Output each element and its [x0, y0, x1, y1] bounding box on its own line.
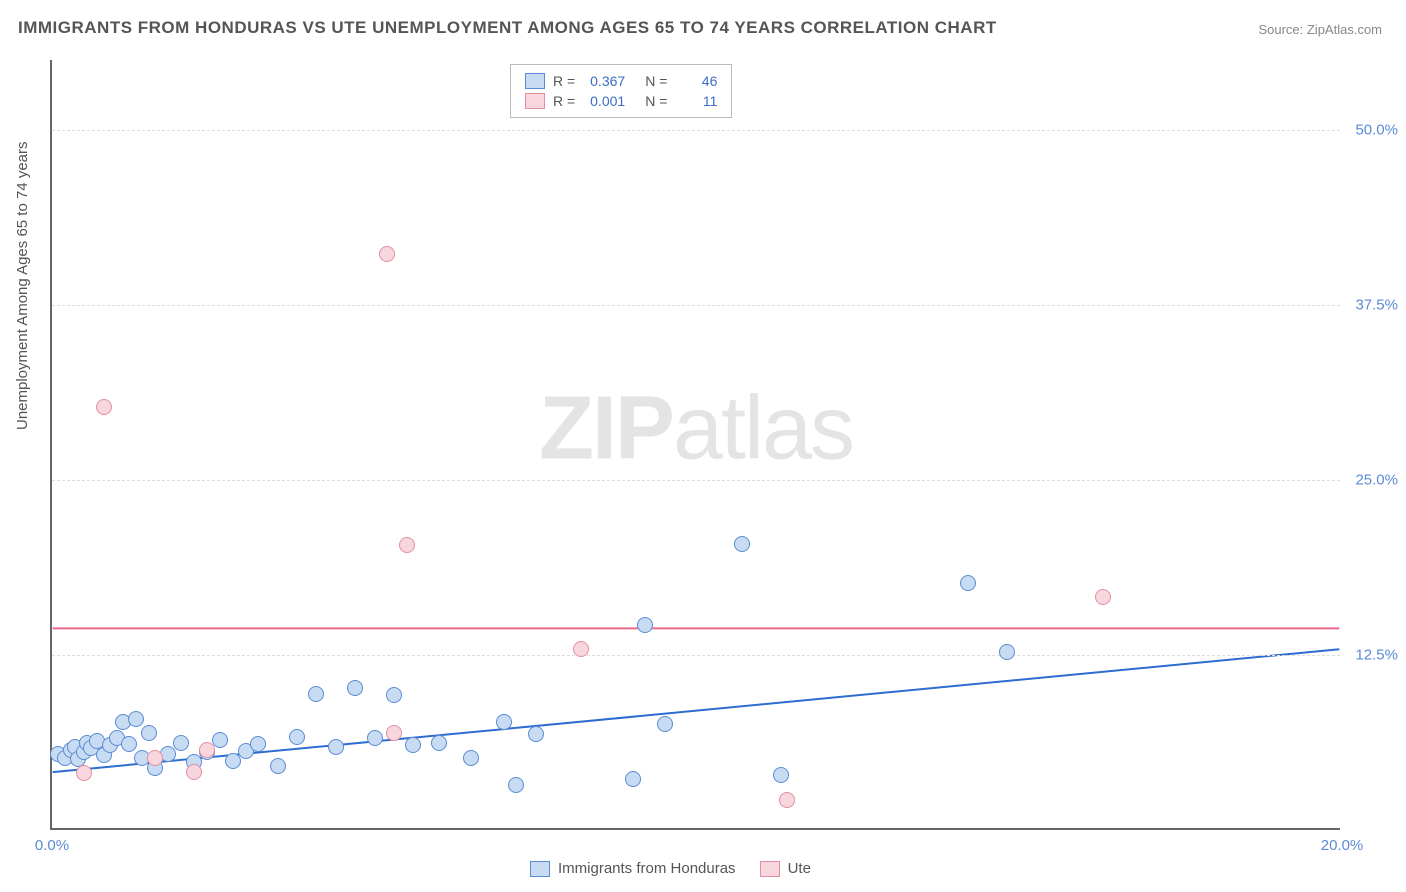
data-point	[528, 726, 544, 742]
data-point	[128, 711, 144, 727]
data-point	[121, 736, 137, 752]
legend-swatch	[525, 93, 545, 109]
data-point	[386, 725, 402, 741]
data-point	[734, 536, 750, 552]
n-label: N =	[645, 73, 667, 89]
legend-label: Ute	[788, 860, 811, 877]
data-point	[347, 680, 363, 696]
data-point	[508, 777, 524, 793]
data-point	[463, 750, 479, 766]
legend-swatch	[760, 861, 780, 877]
data-point	[199, 742, 215, 758]
data-point	[76, 765, 92, 781]
data-point	[999, 644, 1015, 660]
data-point	[186, 764, 202, 780]
legend-item: Ute	[760, 860, 811, 877]
data-point	[657, 716, 673, 732]
y-axis-label: Unemployment Among Ages 65 to 74 years	[14, 141, 31, 430]
data-point	[173, 735, 189, 751]
legend-row: R = 0.367 N = 46	[525, 71, 717, 91]
data-point	[399, 537, 415, 553]
data-point	[379, 246, 395, 262]
data-point	[405, 737, 421, 753]
y-tick-label: 37.5%	[1355, 297, 1398, 314]
data-point	[960, 575, 976, 591]
data-point	[773, 767, 789, 783]
legend-label: Immigrants from Honduras	[558, 860, 736, 877]
data-point	[147, 750, 163, 766]
data-point	[250, 736, 266, 752]
data-point	[1095, 589, 1111, 605]
data-point	[328, 739, 344, 755]
data-point	[496, 714, 512, 730]
data-point	[289, 729, 305, 745]
gridline	[52, 130, 1340, 131]
correlation-legend: R = 0.367 N = 46 R = 0.001 N = 11	[510, 64, 732, 118]
data-point	[625, 771, 641, 787]
r-label: R =	[553, 73, 575, 89]
n-value: 11	[675, 93, 717, 109]
data-point	[141, 725, 157, 741]
gridline	[52, 655, 1340, 656]
legend-swatch	[525, 73, 545, 89]
data-point	[96, 399, 112, 415]
data-point	[779, 792, 795, 808]
y-tick-label: 12.5%	[1355, 647, 1398, 664]
source-label: Source: ZipAtlas.com	[1258, 22, 1382, 37]
legend-swatch	[530, 861, 550, 877]
n-value: 46	[675, 73, 717, 89]
y-tick-label: 25.0%	[1355, 472, 1398, 489]
data-point	[270, 758, 286, 774]
data-point	[431, 735, 447, 751]
chart-plot-area: ZIPatlas 12.5%25.0%37.5%50.0%0.0%20.0%	[50, 60, 1340, 830]
y-tick-label: 50.0%	[1355, 122, 1398, 139]
watermark-rest: atlas	[673, 378, 853, 478]
r-label: R =	[553, 93, 575, 109]
watermark: ZIPatlas	[539, 377, 853, 480]
x-tick-label: 20.0%	[1321, 837, 1364, 854]
n-label: N =	[645, 93, 667, 109]
watermark-bold: ZIP	[539, 378, 673, 478]
r-value: 0.367	[583, 73, 625, 89]
gridline	[52, 305, 1340, 306]
data-point	[637, 617, 653, 633]
trend-lines	[52, 60, 1340, 828]
chart-title: IMMIGRANTS FROM HONDURAS VS UTE UNEMPLOY…	[18, 18, 997, 38]
legend-item: Immigrants from Honduras	[530, 860, 736, 877]
data-point	[386, 687, 402, 703]
legend-row: R = 0.001 N = 11	[525, 91, 717, 111]
r-value: 0.001	[583, 93, 625, 109]
series-legend: Immigrants from Honduras Ute	[530, 860, 811, 877]
gridline	[52, 480, 1340, 481]
data-point	[367, 730, 383, 746]
data-point	[573, 641, 589, 657]
x-tick-label: 0.0%	[35, 837, 69, 854]
data-point	[308, 686, 324, 702]
